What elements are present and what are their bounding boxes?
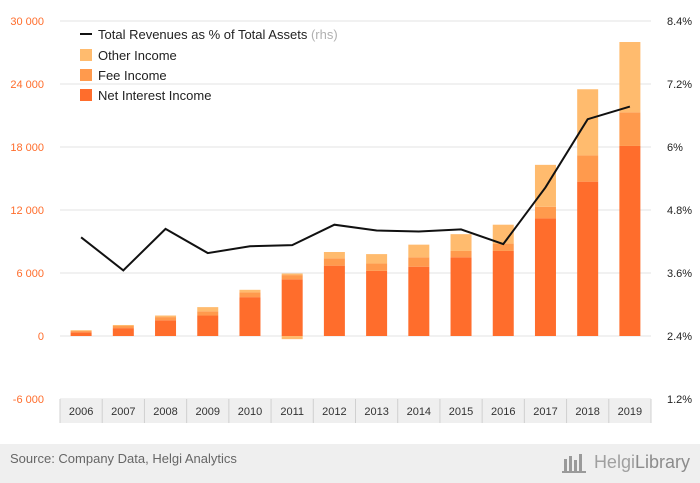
bar-negative bbox=[281, 336, 303, 340]
bar-other-income bbox=[239, 289, 261, 293]
x-tick-label: 2017 bbox=[533, 406, 557, 418]
bar-other-income bbox=[155, 315, 177, 318]
bar-net-interest-income bbox=[112, 328, 134, 336]
right-axis: 1.2% 2.4% 3.6% 4.8% 6% 7.2% 8.4% bbox=[667, 16, 692, 406]
x-tick-label: 2009 bbox=[196, 406, 220, 418]
bar-net-interest-income bbox=[239, 297, 261, 336]
x-tick-label: 2007 bbox=[111, 406, 135, 418]
bar-net-interest-income bbox=[281, 279, 303, 336]
x-tick-label: 2011 bbox=[280, 406, 304, 418]
bar-other-income bbox=[619, 42, 641, 113]
x-tick-label: 2014 bbox=[407, 406, 431, 418]
left-tick-label: 18 000 bbox=[10, 142, 44, 154]
left-tick-label: -6 000 bbox=[13, 394, 44, 406]
right-tick-label: 2.4% bbox=[667, 331, 692, 343]
bar-net-interest-income bbox=[155, 320, 177, 336]
bar-other-income bbox=[577, 89, 599, 156]
legend: Total Revenues as % of Total Assets (rhs… bbox=[80, 27, 338, 103]
x-tick-label: 2012 bbox=[322, 406, 346, 418]
legend-swatch bbox=[80, 89, 92, 101]
bar-other-income bbox=[366, 254, 388, 264]
brand: HelgiLibrary bbox=[561, 448, 690, 476]
bar-fee-income bbox=[577, 155, 599, 182]
x-axis: 2006 2007 2008 2009 2010 2011 2012 2013 2014 2015… bbox=[59, 399, 652, 423]
legend-label: Fee Income bbox=[98, 68, 167, 83]
right-tick-label: 6% bbox=[667, 142, 683, 154]
footer: Source: Company Data, Helgi Analytics He… bbox=[0, 444, 700, 483]
bar-fee-income bbox=[408, 257, 430, 267]
bar-fee-income bbox=[197, 311, 219, 316]
bar-other-income bbox=[197, 307, 219, 312]
bar-net-interest-income bbox=[366, 270, 388, 336]
x-tick-label: 2019 bbox=[618, 406, 642, 418]
brand-first: Helgi bbox=[593, 451, 635, 472]
bar-fee-income bbox=[619, 112, 641, 146]
bar-net-interest-income bbox=[450, 257, 472, 336]
right-tick-label: 3.6% bbox=[667, 268, 692, 280]
left-tick-label: 0 bbox=[38, 331, 44, 343]
x-tick-label: 2013 bbox=[364, 406, 388, 418]
bar-other-income bbox=[408, 244, 430, 258]
legend-line-suffix: (rhs) bbox=[311, 27, 338, 42]
left-tick-label: 6 000 bbox=[16, 268, 44, 280]
legend-label: Other Income bbox=[98, 48, 177, 63]
right-tick-label: 7.2% bbox=[667, 79, 692, 91]
bar-net-interest-income bbox=[534, 218, 556, 336]
right-tick-label: 4.8% bbox=[667, 205, 692, 217]
bar-other-income bbox=[112, 324, 134, 327]
legend-swatch bbox=[80, 69, 92, 81]
x-tick-label: 2006 bbox=[69, 406, 93, 418]
legend-label: Net Interest Income bbox=[98, 88, 211, 103]
brand-name: HelgiLibrary bbox=[594, 452, 690, 473]
x-tick-label: 2018 bbox=[575, 406, 599, 418]
x-tick-label: 2016 bbox=[491, 406, 515, 418]
bar-fee-income bbox=[281, 275, 303, 280]
bar-fee-income bbox=[534, 206, 556, 219]
bar-fee-income bbox=[323, 258, 345, 266]
bar-fee-income bbox=[112, 326, 134, 329]
bar-fee-income bbox=[366, 263, 388, 271]
right-tick-label: 8.4% bbox=[667, 16, 692, 28]
revenue-line-layer bbox=[80, 105, 631, 272]
revenue-ratio-line bbox=[80, 105, 631, 272]
x-tick-label: 2008 bbox=[153, 406, 177, 418]
bar-net-interest-income bbox=[323, 265, 345, 336]
bar-net-interest-income bbox=[70, 332, 92, 336]
legend-swatch bbox=[80, 49, 92, 61]
bar-fee-income bbox=[239, 292, 261, 298]
bar-fee-income bbox=[70, 331, 92, 333]
bar-other-income bbox=[450, 234, 472, 251]
left-tick-label: 24 000 bbox=[10, 79, 44, 91]
bar-fee-income bbox=[450, 250, 472, 258]
brand-second: Library bbox=[634, 451, 690, 472]
left-tick-label: 30 000 bbox=[10, 16, 44, 28]
left-axis: -6 000 0 6 000 12 000 18 000 24 000 30 000 bbox=[10, 16, 44, 406]
bar-other-income bbox=[323, 252, 345, 259]
bar-net-interest-income bbox=[197, 315, 219, 336]
legend-line-label: Total Revenues as % of Total Assets (rhs… bbox=[98, 27, 338, 42]
helgi-library-logo-icon bbox=[561, 454, 586, 473]
bar-net-interest-income bbox=[577, 181, 599, 336]
bars bbox=[70, 42, 641, 340]
x-tick-label: 2015 bbox=[449, 406, 473, 418]
bar-other-income bbox=[281, 273, 303, 276]
chart: -6 000 0 6 000 12 000 18 000 24 000 30 000 1.2… bbox=[10, 16, 692, 423]
bar-other-income bbox=[70, 330, 92, 332]
bar-fee-income bbox=[492, 243, 514, 251]
bar-net-interest-income bbox=[408, 266, 430, 336]
bar-other-income bbox=[492, 224, 514, 244]
x-tick-label: 2010 bbox=[238, 406, 262, 418]
source-text: Source: Company Data, Helgi Analytics bbox=[10, 451, 237, 466]
right-tick-label: 1.2% bbox=[667, 394, 692, 406]
left-tick-label: 12 000 bbox=[10, 205, 44, 217]
bar-net-interest-income bbox=[619, 145, 641, 336]
bar-net-interest-income bbox=[492, 250, 514, 336]
bar-fee-income bbox=[155, 317, 177, 321]
